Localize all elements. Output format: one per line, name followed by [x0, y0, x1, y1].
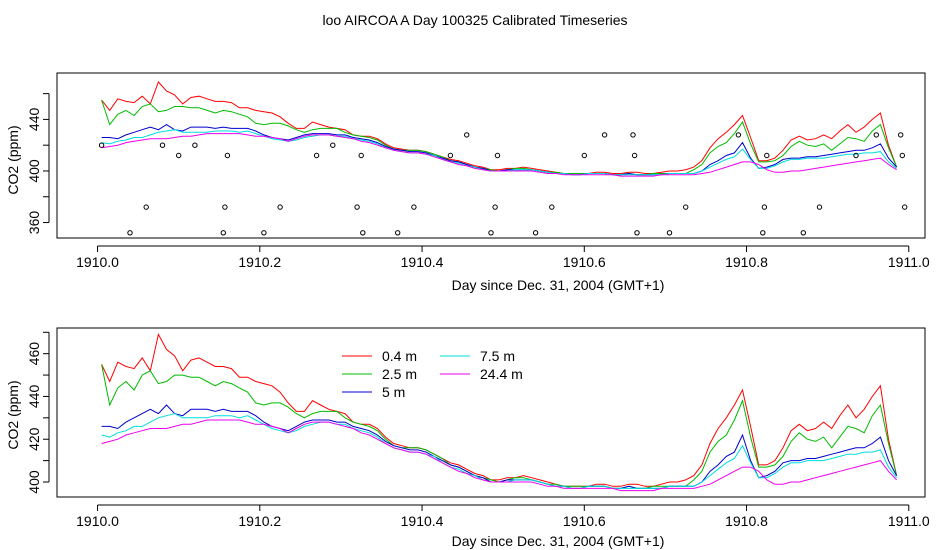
x-tick-label: 1910.0	[76, 513, 119, 529]
y-tick-label: 440	[26, 108, 42, 132]
flag-point	[761, 204, 768, 210]
flag-point	[899, 152, 905, 159]
flag-point	[222, 204, 228, 210]
series-line-24-4-mm	[101, 419, 897, 492]
flag-point	[488, 230, 494, 236]
flag-point	[666, 230, 673, 236]
upper-panel: 1910.0 1910.2 1910.4 1910.6 1910.8 1911.0 360 4…	[26, 72, 930, 270]
flag-point	[902, 204, 908, 210]
flag-point	[261, 230, 267, 236]
flag-point	[277, 204, 283, 210]
x-tick-label: 1910.8	[725, 254, 768, 270]
lower-y-axis-label: CO2 (ppm)	[5, 380, 21, 449]
series-line-5-mm	[101, 124, 897, 176]
series-line-0-4-mm	[101, 332, 898, 487]
x-tick-label: 1910.2	[238, 254, 281, 270]
flag-point	[360, 230, 366, 236]
flag-point	[192, 142, 198, 148]
series-line-24-4-mm	[101, 133, 897, 177]
flag-point	[853, 152, 859, 159]
flag-point	[601, 132, 608, 138]
flag-point	[760, 230, 766, 236]
flag-point	[176, 152, 182, 159]
legend-label: 0.4 m	[382, 348, 417, 364]
upper-y-axis-label: CO2 (ppm)	[5, 125, 21, 194]
x-tick-label: 1910.6	[563, 513, 606, 529]
legend-label: 5 m	[382, 384, 405, 400]
series-line-0-4-mm	[101, 81, 898, 174]
flag-point	[494, 152, 501, 159]
flag-point	[735, 132, 742, 138]
x-tick-label: 1910.2	[238, 513, 281, 529]
series-line-5-mm	[101, 404, 898, 489]
y-tick-label: 440	[26, 385, 42, 409]
flag-point	[631, 152, 638, 159]
flag-point	[411, 204, 417, 210]
x-tick-label: 1910.4	[401, 254, 444, 270]
series-line-2-5-mm	[101, 99, 898, 176]
x-tick-label: 1910.0	[76, 254, 119, 270]
flag-point	[492, 204, 498, 210]
series-line-7-5-mm	[101, 413, 897, 489]
figure-title: loo AIRCOA A Day 100325 Calibrated Times…	[322, 12, 627, 28]
series-line-2-5-mm	[101, 364, 898, 489]
flag-point	[464, 132, 470, 138]
flag-point	[224, 152, 231, 159]
upper-x-axis-label: Day since Dec. 31, 2004 (GMT+1)	[452, 277, 665, 293]
flag-point	[630, 132, 636, 138]
flag-point	[816, 204, 823, 210]
x-tick-label: 1910.4	[401, 513, 444, 529]
flag-point	[313, 152, 320, 159]
legend-label: 2.5 m	[382, 366, 417, 382]
x-tick-label: 1910.8	[725, 513, 768, 529]
flag-point	[873, 132, 879, 138]
flag-point	[330, 142, 336, 148]
flag-point	[143, 204, 149, 210]
plot-frame	[56, 72, 926, 239]
lower-x-axis-label: Day since Dec. 31, 2004 (GMT+1)	[452, 533, 665, 549]
x-tick-label: 1910.6	[563, 254, 606, 270]
legend: 0.4 m 2.5 m 5 m 7.5 m 24.4 m	[342, 348, 523, 400]
flag-point	[447, 152, 454, 159]
flag-point	[764, 152, 770, 159]
flag-point	[354, 204, 360, 210]
y-tick-label: 400	[26, 159, 42, 183]
lower-panel: 1910.0 1910.2 1910.4 1910.6 1910.8 1911.0 400 4…	[26, 327, 930, 529]
flag-point	[395, 230, 401, 236]
legend-label: 7.5 m	[480, 348, 515, 364]
plot-frame	[56, 327, 926, 498]
flag-point	[358, 152, 364, 159]
flag-point	[220, 230, 227, 236]
legend-label: 24.4 m	[480, 366, 523, 382]
x-tick-label: 1911.0	[888, 513, 930, 529]
flag-point	[581, 152, 587, 159]
flag-point	[683, 204, 689, 210]
series-group	[98, 81, 908, 236]
flag-point	[532, 230, 539, 236]
flag-point	[127, 230, 133, 236]
flag-point	[159, 142, 166, 148]
y-tick-label: 460	[26, 342, 42, 366]
y-tick-label: 420	[26, 427, 42, 451]
series-line-7-5-mm	[101, 129, 897, 176]
series-group	[101, 332, 898, 492]
flag-point	[898, 132, 904, 138]
y-tick-label: 360	[26, 211, 42, 235]
flag-point	[549, 204, 555, 210]
flag-point	[98, 142, 105, 148]
x-tick-label: 1911.0	[888, 254, 930, 270]
flag-point	[634, 230, 640, 236]
flag-point	[800, 230, 806, 236]
y-tick-label: 400	[26, 470, 42, 494]
